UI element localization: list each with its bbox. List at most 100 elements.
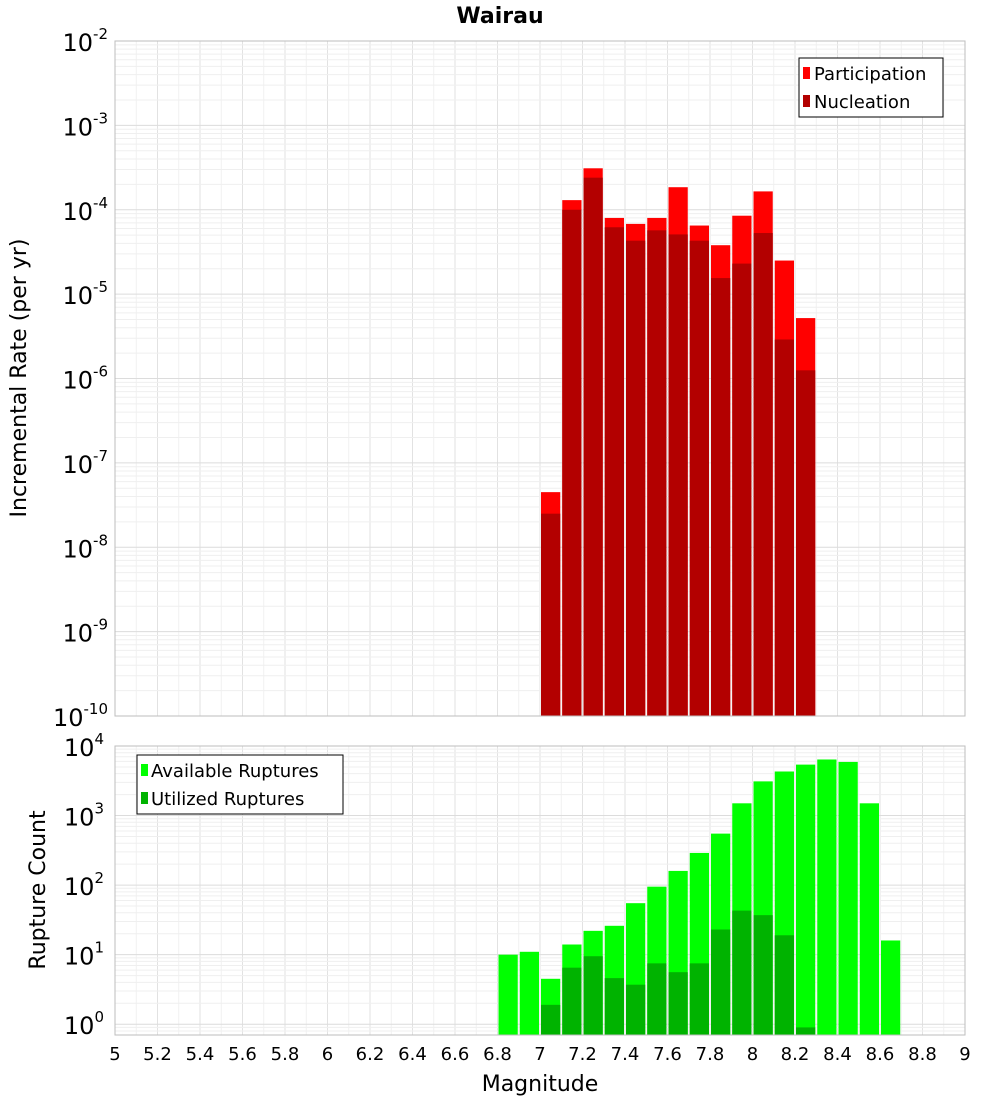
y-tick-base: 10: [64, 734, 95, 762]
y-tick-base: 10: [64, 1012, 95, 1040]
y-tick-base: 10: [62, 451, 93, 479]
count-bar-utilized-ruptures: [647, 963, 667, 1035]
count-bar-utilized-ruptures: [583, 956, 603, 1035]
count-bar-available-ruptures: [519, 951, 539, 1035]
y-tick-label: 103: [64, 800, 104, 832]
count-bar-available-ruptures: [859, 803, 879, 1035]
y-tick-base: 10: [53, 704, 84, 732]
x-tick-label: 7: [534, 1044, 545, 1065]
y-tick-label: 10-8: [62, 531, 108, 563]
rate-bar-nucleation: [753, 233, 773, 716]
rate-bar-nucleation: [562, 209, 582, 716]
y-tick-exponent: -3: [93, 109, 108, 127]
x-tick-label: 5: [109, 1044, 120, 1065]
rate-bar-nucleation: [541, 513, 561, 716]
y-tick-exponent: 1: [94, 939, 104, 957]
x-tick-label: 9: [959, 1044, 970, 1065]
y-tick-label: 104: [64, 730, 104, 762]
count-bar-utilized-ruptures: [562, 967, 582, 1035]
x-tick-label: 8.2: [781, 1044, 810, 1065]
count-bar-available-ruptures: [881, 940, 901, 1035]
y-tick-label: 10-9: [62, 616, 108, 648]
y-tick-exponent: 4: [94, 730, 104, 748]
x-tick-label: 8.6: [866, 1044, 895, 1065]
bottom-legend: Available Ruptures Utilized Ruptures: [136, 754, 344, 815]
count-bar-utilized-ruptures: [668, 972, 688, 1035]
count-bar-available-ruptures: [838, 761, 858, 1035]
y-tick-exponent: 2: [94, 869, 104, 887]
count-bar-available-ruptures: [498, 954, 518, 1035]
rate-bar-nucleation: [647, 230, 667, 716]
x-tick-label: 7.8: [696, 1044, 725, 1065]
y-tick-label: 10-2: [62, 25, 108, 57]
y-tick-label: 10-4: [62, 194, 108, 226]
legend-swatch-available: [141, 764, 148, 776]
x-tick-label: 6.6: [441, 1044, 470, 1065]
x-tick-label: 6: [322, 1044, 333, 1065]
y-tick-base: 10: [62, 620, 93, 648]
x-tick-label: 7.4: [611, 1044, 640, 1065]
top-y-tick-labels: 10-210-310-410-510-610-710-810-910-10: [53, 25, 108, 732]
y-tick-exponent: -4: [93, 194, 108, 212]
x-tick-label: 8.8: [908, 1044, 937, 1065]
y-tick-exponent: -5: [93, 278, 108, 296]
legend-swatch-participation: [803, 67, 810, 79]
y-tick-base: 10: [64, 943, 95, 971]
count-bar-utilized-ruptures: [753, 915, 773, 1035]
x-tick-label: 8.4: [823, 1044, 852, 1065]
x-tick-label: 5.6: [228, 1044, 257, 1065]
rate-bar-nucleation: [604, 227, 624, 716]
count-bar-utilized-ruptures: [732, 910, 752, 1035]
y-tick-label: 10-7: [62, 447, 108, 479]
x-tick-label: 5.2: [143, 1044, 172, 1065]
y-tick-label: 10-6: [62, 363, 108, 395]
count-bar-available-ruptures: [796, 764, 816, 1035]
x-tick-label: 5.4: [186, 1044, 215, 1065]
y-tick-exponent: -2: [93, 25, 108, 43]
x-tick-label: 6.4: [398, 1044, 427, 1065]
bottom-plot-border: [114, 745, 966, 1036]
rate-bar-nucleation: [626, 240, 646, 717]
y-tick-label: 102: [64, 869, 104, 901]
rate-bar-nucleation: [774, 339, 794, 716]
y-tick-label: 100: [64, 1008, 104, 1040]
x-tick-label: 6.8: [483, 1044, 512, 1065]
y-tick-label: 10-3: [62, 109, 108, 141]
y-tick-exponent: -6: [93, 363, 108, 381]
y-tick-exponent: -7: [93, 447, 108, 465]
top-gridlines: [114, 40, 966, 717]
top-plot-border: [114, 40, 966, 717]
y-tick-base: 10: [64, 804, 95, 832]
rate-bar-nucleation: [732, 263, 752, 716]
legend-swatch-utilized: [141, 792, 148, 804]
bottom-bars: [498, 759, 901, 1035]
rate-bar-nucleation: [689, 240, 709, 717]
x-tick-label: 7.2: [568, 1044, 597, 1065]
y-tick-exponent: -9: [93, 616, 108, 634]
y-tick-exponent: 0: [94, 1008, 104, 1026]
legend-label-nucleation: Nucleation: [814, 92, 910, 113]
rate-bar-nucleation: [668, 234, 688, 716]
top-y-axis-label: Incremental Rate (per yr): [7, 239, 32, 518]
count-bar-utilized-ruptures: [774, 935, 794, 1035]
y-tick-base: 10: [62, 113, 93, 141]
top-bars: [541, 168, 816, 717]
rate-bar-nucleation: [583, 177, 603, 716]
y-tick-base: 10: [62, 282, 93, 310]
legend-label-available: Available Ruptures: [151, 761, 319, 782]
y-tick-label: 101: [64, 939, 104, 971]
bottom-y-axis-label: Rupture Count: [26, 810, 51, 970]
count-bar-utilized-ruptures: [626, 984, 646, 1035]
y-tick-base: 10: [62, 198, 93, 226]
count-bar-utilized-ruptures: [541, 1004, 561, 1035]
x-tick-label: 6.2: [356, 1044, 385, 1065]
count-bar-utilized-ruptures: [711, 929, 731, 1035]
y-tick-label: 10-10: [53, 700, 108, 732]
x-axis-label: Magnitude: [482, 1072, 599, 1097]
bottom-legend-box: [136, 754, 344, 815]
legend-swatch-nucleation: [803, 95, 810, 107]
legend-label-participation: Participation: [814, 64, 926, 85]
